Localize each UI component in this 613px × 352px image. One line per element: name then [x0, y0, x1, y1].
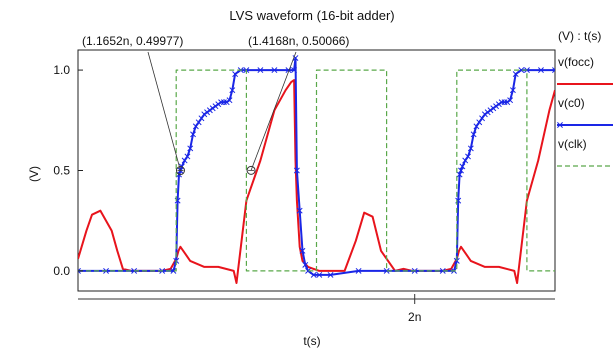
legend-label: v(clk): [558, 137, 587, 151]
series-line-vclk: [78, 69, 555, 272]
series-point: [490, 105, 497, 112]
series-point: [223, 99, 230, 106]
series-point: [195, 119, 202, 126]
legend-label: v(c0): [558, 96, 585, 110]
series-point: [327, 271, 334, 278]
series-point: [206, 107, 213, 114]
series-point: [495, 101, 502, 108]
series-point: [170, 267, 177, 274]
series-point: [481, 111, 488, 118]
series-point: [458, 167, 464, 174]
legend-marker: [557, 122, 563, 128]
series-point: [293, 167, 300, 174]
series-point: [470, 131, 477, 138]
annotation-label: (1.1652n, 0.49977): [82, 34, 183, 48]
y-tick-label: 1.0: [53, 63, 70, 77]
series-point: [78, 267, 81, 274]
series-point: [509, 87, 516, 94]
annotations: (1.1652n, 0.49977) (1.4168n, 0.50066): [82, 34, 349, 176]
series-point: [201, 111, 208, 118]
series-point: [215, 101, 222, 108]
series-point: [467, 145, 474, 152]
series-point: [226, 97, 233, 104]
series-point: [504, 99, 511, 106]
y-tick-label: 0.0: [53, 264, 70, 278]
series-point: [229, 87, 236, 94]
series-point: [232, 71, 239, 78]
series-point: [439, 267, 446, 274]
series-point: [187, 145, 194, 152]
series-point: [476, 119, 483, 126]
axes: 0.0 0.5 1.0 2n: [53, 63, 555, 324]
series-point: [209, 105, 216, 112]
chart-title: LVS waveform (16-bit adder): [229, 8, 394, 23]
annotation-marker: [246, 165, 256, 175]
series-point: [552, 67, 555, 74]
series-point: [292, 55, 299, 61]
legend-title: (V) : t(s): [558, 29, 601, 43]
y-axis-label: (V): [27, 166, 41, 182]
annotation-marker: [175, 166, 185, 176]
series-point: [271, 67, 278, 74]
x-axis-label: t(s): [303, 334, 320, 348]
series-point: [512, 71, 519, 78]
series-point: [459, 163, 466, 170]
series-point: [212, 103, 219, 110]
series-point: [465, 153, 471, 160]
series-point: [204, 109, 211, 116]
series-point: [479, 115, 486, 122]
x-tick-label: 2n: [408, 310, 421, 324]
series-point: [462, 157, 469, 164]
annotation-leader: [147, 51, 181, 171]
series-point: [484, 109, 491, 116]
legend-label: v(focc): [558, 55, 594, 69]
annotation-leader: [250, 51, 297, 171]
series-point: [383, 267, 390, 274]
series-point: [316, 271, 323, 278]
series-point: [518, 67, 525, 74]
series-point: [299, 247, 306, 254]
series-point: [355, 267, 362, 274]
series-point: [507, 97, 514, 104]
series-point: [190, 131, 196, 138]
series-point: [296, 207, 303, 214]
series-point: [487, 107, 494, 114]
series-point: [302, 261, 309, 268]
series-point: [291, 67, 298, 74]
series-point: [184, 153, 191, 160]
series-point: [538, 67, 544, 74]
series-point: [310, 271, 317, 278]
y-tick-label: 0.5: [53, 164, 70, 178]
legend: (V) : t(s) v(focc) v(c0) v(clk): [557, 29, 613, 167]
series-point: [305, 267, 312, 274]
annotation-label: (1.4168n, 0.50066): [248, 34, 349, 48]
series-point: [181, 157, 188, 164]
series-point: [473, 123, 480, 130]
series-point: [198, 115, 205, 122]
series-point: [456, 171, 463, 178]
series-point: [192, 123, 199, 130]
series-point: [257, 67, 264, 74]
plot-area: [78, 55, 555, 284]
series-point: [493, 103, 500, 110]
